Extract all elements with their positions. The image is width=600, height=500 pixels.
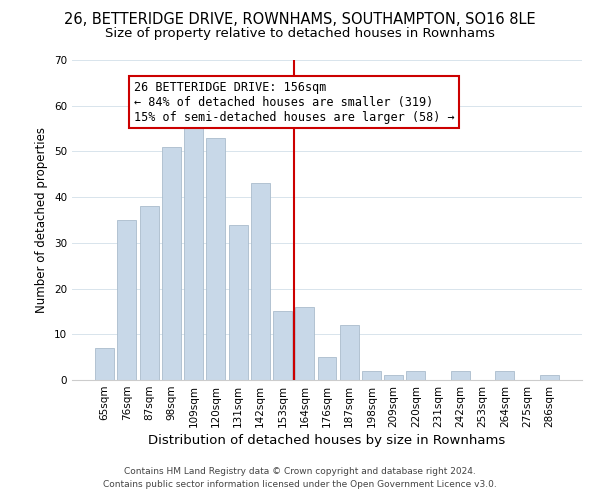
Bar: [362, 371, 381, 380]
Bar: [162, 147, 181, 380]
Text: 26, BETTERIDGE DRIVE, ROWNHAMS, SOUTHAMPTON, SO16 8LE: 26, BETTERIDGE DRIVE, ROWNHAMS, SOUTHAMP…: [64, 12, 536, 28]
X-axis label: Distribution of detached houses by size in Rownhams: Distribution of detached houses by size …: [148, 434, 506, 447]
Bar: [184, 124, 203, 380]
Bar: [118, 220, 136, 380]
Y-axis label: Number of detached properties: Number of detached properties: [35, 127, 49, 313]
Bar: [451, 371, 470, 380]
Bar: [406, 371, 425, 380]
Bar: [317, 357, 337, 380]
Text: 26 BETTERIDGE DRIVE: 156sqm
← 84% of detached houses are smaller (319)
15% of se: 26 BETTERIDGE DRIVE: 156sqm ← 84% of det…: [134, 80, 454, 124]
Text: Contains public sector information licensed under the Open Government Licence v3: Contains public sector information licen…: [103, 480, 497, 489]
Bar: [95, 348, 114, 380]
Bar: [206, 138, 225, 380]
Bar: [229, 224, 248, 380]
Bar: [340, 325, 359, 380]
Bar: [273, 312, 292, 380]
Bar: [251, 184, 270, 380]
Bar: [496, 371, 514, 380]
Text: Size of property relative to detached houses in Rownhams: Size of property relative to detached ho…: [105, 28, 495, 40]
Bar: [295, 307, 314, 380]
Text: Contains HM Land Registry data © Crown copyright and database right 2024.: Contains HM Land Registry data © Crown c…: [124, 467, 476, 476]
Bar: [384, 376, 403, 380]
Bar: [140, 206, 158, 380]
Bar: [540, 376, 559, 380]
